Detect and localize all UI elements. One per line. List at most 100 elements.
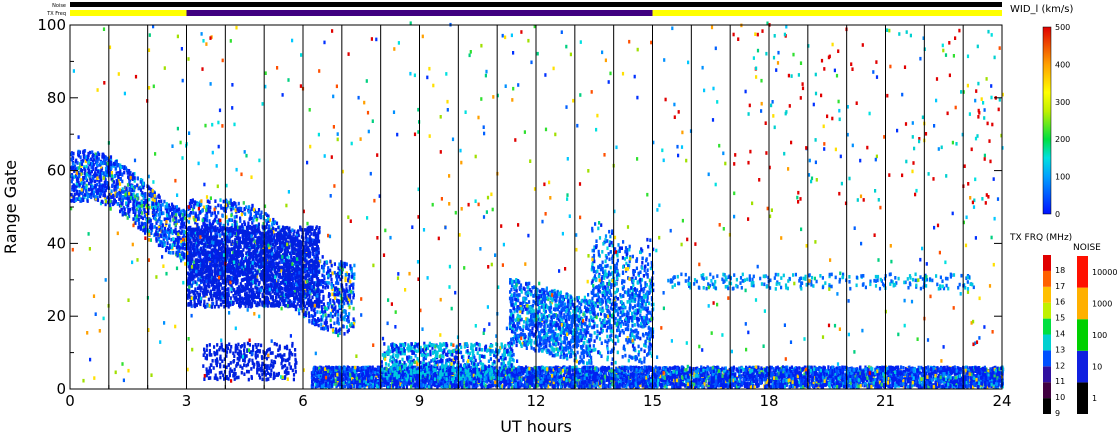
data-cell: [333, 270, 336, 275]
data-cell: [217, 252, 220, 257]
data-cell: [277, 278, 280, 283]
data-cell: [327, 281, 330, 285]
data-cell: [236, 270, 240, 275]
data-cell: [271, 242, 275, 247]
data-cell: [176, 243, 179, 247]
data-cell: [324, 285, 327, 290]
data-cell: [109, 203, 112, 208]
data-cell: [213, 345, 216, 349]
data-cell: [154, 205, 157, 210]
data-cell: [265, 242, 268, 247]
data-cell: [305, 248, 308, 252]
data-cell: [159, 206, 162, 210]
data-cell: [198, 270, 201, 274]
data-cell: [282, 260, 285, 264]
data-cell: [331, 305, 334, 309]
data-cell: [313, 274, 316, 278]
data-cell: [133, 172, 136, 176]
data-cell: [281, 265, 284, 270]
data-cell: [142, 228, 145, 233]
data-cell: [83, 149, 87, 153]
data-cell: [70, 174, 73, 179]
data-cell: [258, 252, 261, 257]
data-cell: [186, 213, 189, 218]
data-cell: [266, 377, 269, 382]
data-cell: [242, 264, 245, 268]
data-cell: [196, 203, 199, 207]
data-cell: [330, 282, 333, 287]
data-cell: [195, 269, 198, 274]
data-cell: [350, 270, 353, 274]
data-cell: [202, 257, 205, 261]
data-cell: [75, 181, 78, 186]
data-cell: [216, 291, 219, 295]
data-cell: [215, 241, 218, 245]
data-cell: [232, 276, 235, 281]
data-cell: [291, 264, 294, 269]
data-cell: [275, 265, 278, 269]
data-cell: [293, 262, 297, 266]
data-cell: [193, 267, 196, 271]
data-cell: [227, 305, 230, 309]
data-cell: [128, 182, 131, 187]
data-cell: [318, 282, 321, 287]
data-cell: [92, 176, 95, 181]
data-cell: [223, 246, 226, 250]
data-cell: [119, 194, 122, 198]
data-cell: [196, 228, 199, 232]
data-cell: [236, 207, 239, 211]
data-cell: [297, 247, 300, 252]
data-cell: [173, 229, 176, 234]
data-cell: [180, 217, 183, 222]
data-cell: [341, 324, 344, 328]
data-cell: [150, 193, 153, 197]
data-cell: [99, 170, 102, 174]
data-cell: [248, 282, 251, 286]
data-cell: [326, 285, 330, 289]
data-cell: [327, 266, 330, 270]
data-cell: [334, 330, 337, 334]
data-cell: [144, 231, 147, 235]
data-cell: [205, 211, 208, 215]
data-cell: [235, 245, 238, 249]
data-cell: [222, 199, 225, 204]
data-cell: [336, 277, 339, 281]
data-cell: [129, 193, 132, 198]
data-cell: [248, 296, 251, 300]
data-cell: [93, 174, 96, 179]
data-cell: [322, 327, 326, 331]
data-cell: [165, 245, 169, 250]
data-cell: [325, 316, 328, 320]
data-cell: [273, 291, 276, 296]
data-cell: [323, 260, 326, 265]
data-cell: [256, 260, 259, 265]
data-cell: [198, 284, 201, 288]
data-cell: [109, 199, 112, 203]
data-cell: [213, 280, 216, 284]
data-cell: [283, 227, 286, 232]
data-cell: [234, 208, 237, 213]
data-cell: [133, 188, 136, 193]
data-cell: [219, 375, 222, 380]
data-cell: [219, 247, 222, 251]
data-cell: [205, 254, 208, 259]
data-cell: [198, 210, 201, 215]
data-cell: [153, 194, 156, 198]
data-cell: [95, 174, 98, 178]
data-cell: [320, 322, 323, 327]
data-cell: [207, 207, 210, 211]
data-cell: [72, 165, 75, 170]
data-cell: [148, 225, 152, 230]
data-cell: [141, 191, 144, 195]
data-cell: [191, 229, 194, 234]
data-cell: [349, 279, 352, 284]
data-cell: [188, 201, 191, 206]
data-cell: [212, 254, 215, 259]
data-cell: [158, 207, 161, 212]
data-cell: [121, 198, 124, 203]
data-cell: [249, 270, 252, 274]
data-cell: [219, 292, 222, 296]
data-cell: [70, 179, 73, 184]
data-cell: [338, 291, 341, 295]
data-cell: [269, 293, 272, 297]
